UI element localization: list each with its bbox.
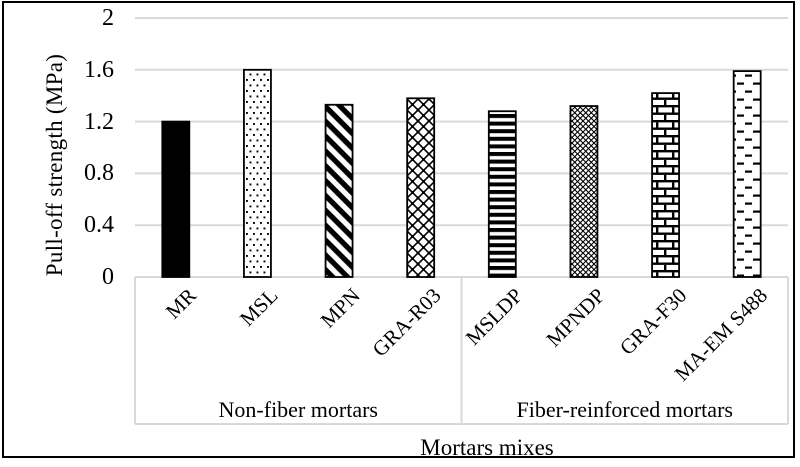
y-axis-title: Pull-off strength (MPa) xyxy=(42,53,67,277)
bar-gra-r03 xyxy=(406,97,436,278)
bars xyxy=(161,68,762,278)
bar-ma-em-s488 xyxy=(732,70,762,278)
y-tick-label: 2 xyxy=(102,5,114,31)
bar-gra-f30 xyxy=(651,92,680,278)
group-label: Fiber-reinforced mortars xyxy=(516,397,733,422)
bar-msldp xyxy=(487,110,517,278)
y-tick-label: 1.2 xyxy=(84,108,114,135)
gridlines xyxy=(135,17,788,227)
x-axis-title: Mortars mixes xyxy=(420,435,554,460)
y-tick-label: 0 xyxy=(102,264,114,290)
bar-msl xyxy=(243,68,272,278)
bar-mpn xyxy=(324,103,354,278)
y-tick-label: 0.8 xyxy=(84,160,114,187)
group-label: Non-fiber mortars xyxy=(218,397,378,422)
y-tick-label: 0.4 xyxy=(84,212,114,239)
bar-mr xyxy=(161,120,191,278)
bar-mpndp xyxy=(569,105,599,278)
y-tick-label: 1.6 xyxy=(84,56,114,83)
